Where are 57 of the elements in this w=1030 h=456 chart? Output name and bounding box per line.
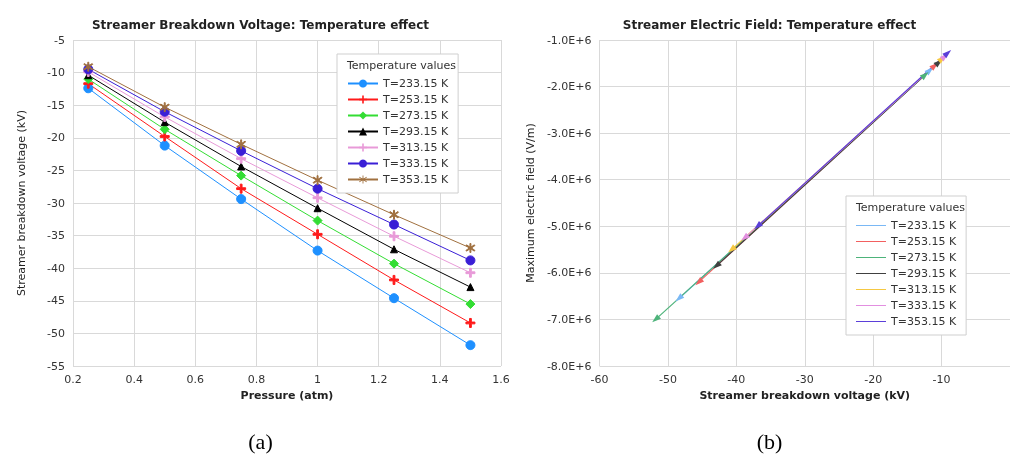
x-tick-label: 1.4 — [431, 373, 449, 386]
y-tick-label: -3.0E+6 — [546, 126, 592, 140]
y-tick-label: -5.0E+6 — [546, 219, 592, 233]
x-axis-title: Pressure (atm) — [240, 388, 334, 402]
legend-label: T=313.15 K — [890, 283, 957, 296]
y-tick-label: -6.0E+6 — [546, 266, 592, 280]
y-axis-title: Streamer breakdown voltage (kV) — [15, 110, 28, 296]
y-tick-label: -8.0E+6 — [546, 359, 592, 373]
x-tick-label: -60 — [590, 373, 609, 386]
legend-label: T=253.15 K — [890, 235, 957, 248]
y-tick-label: -15 — [47, 98, 65, 112]
y-axis-title: Maximum electric field (V/m) — [524, 123, 537, 283]
y-tick-label: -55 — [47, 359, 65, 373]
legend-label: T=273.15 K — [382, 109, 449, 122]
x-tick-label: 0.4 — [125, 373, 143, 386]
y-tick-label: -4.0E+6 — [546, 173, 592, 187]
legend-label: T=233.15 K — [890, 219, 957, 232]
y-tick-label: -50 — [47, 326, 65, 340]
legend-label: T=273.15 K — [890, 251, 957, 264]
y-tick-label: -45 — [47, 294, 65, 308]
legend-label: T=253.15 K — [382, 93, 449, 106]
legend-label: T=293.15 K — [890, 267, 957, 280]
legend-label: T=313.15 K — [382, 141, 449, 154]
x-tick-label: 0.6 — [186, 373, 205, 386]
x-tick-label: -50 — [658, 373, 677, 386]
text: (b) — [756, 428, 783, 454]
y-tick-label: -30 — [47, 196, 65, 210]
x-tick-label: -10 — [932, 373, 951, 386]
x-tick-label: 0.2 — [64, 373, 82, 386]
legend-label: T=233.15 K — [382, 77, 449, 90]
legend-title: Temperature values — [855, 201, 966, 214]
legend-title: Temperature values — [346, 59, 457, 72]
legend-label: T=333.15 K — [382, 157, 449, 170]
y-tick-label: -40 — [47, 261, 65, 275]
x-tick-label: -20 — [864, 373, 883, 386]
y-tick-label: -7.0E+6 — [546, 312, 592, 326]
y-tick-label: -25 — [47, 163, 65, 177]
x-axis-title: Streamer breakdown voltage (kV) — [699, 388, 911, 402]
legend-label: T=353.15 K — [890, 315, 957, 328]
y-tick-label: -5 — [54, 33, 65, 47]
x-tick-label: 1.2 — [369, 373, 388, 386]
text: (a) — [248, 428, 273, 454]
y-tick-label: -35 — [47, 229, 65, 243]
y-tick-label: -20 — [47, 131, 65, 145]
legend-label: T=293.15 K — [382, 125, 449, 138]
chart-title: Streamer Electric Field: Temperature effect — [622, 18, 917, 32]
chart-title: Streamer Breakdown Voltage: Temperature effect — [91, 18, 430, 32]
y-tick-label: -1.0E+6 — [546, 33, 592, 47]
x-tick-label: 0.8 — [247, 373, 266, 386]
legend-label: T=333.15 K — [890, 299, 957, 312]
x-tick-label: -30 — [795, 373, 814, 386]
y-tick-label: -10 — [47, 66, 65, 80]
x-tick-label: 1.6 — [492, 373, 510, 386]
y-tick-label: -2.0E+6 — [546, 80, 592, 94]
x-tick-label: 1 — [314, 373, 322, 386]
legend-label: T=353.15 K — [382, 173, 449, 186]
x-tick-label: -40 — [727, 373, 746, 386]
